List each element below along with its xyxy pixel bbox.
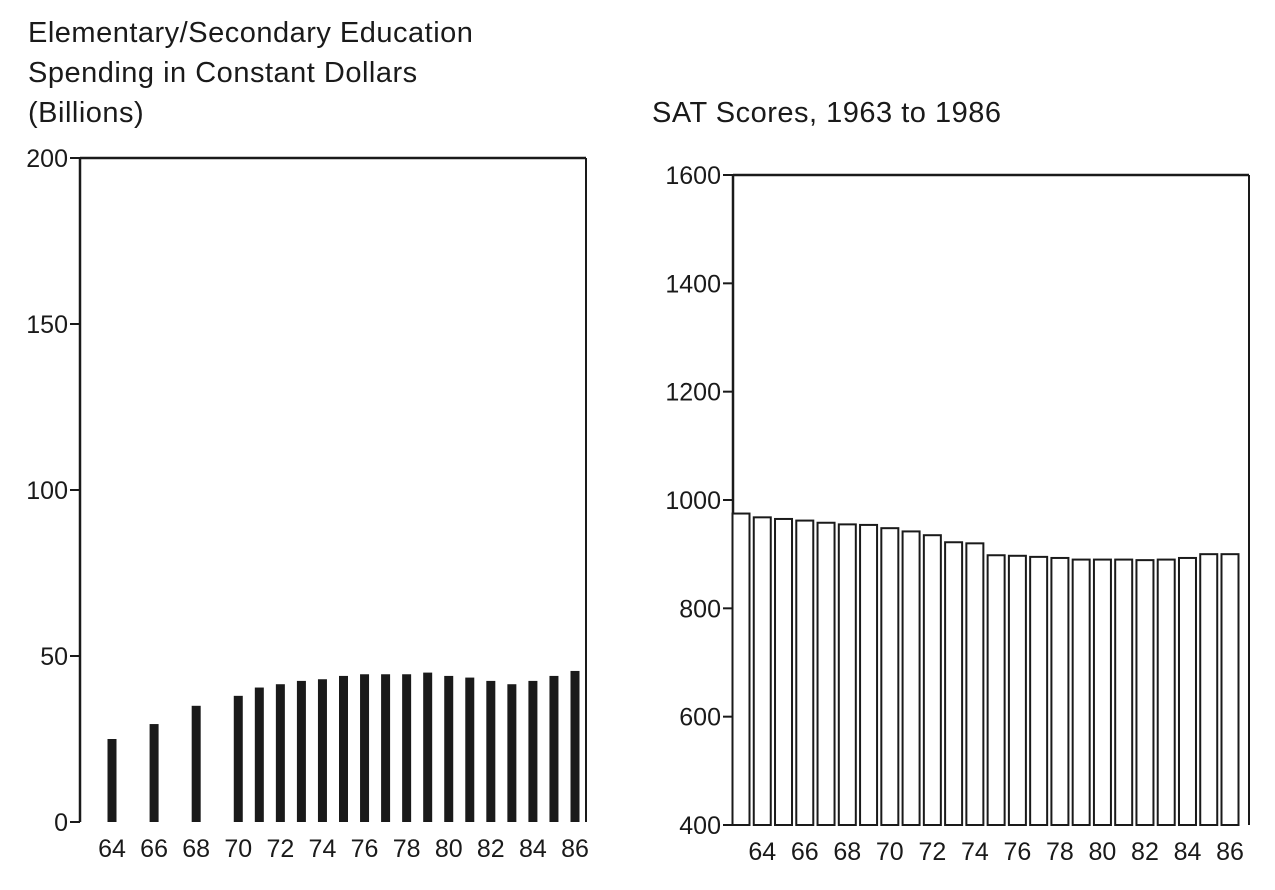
sat-xtick-label-66: 66 bbox=[791, 838, 819, 866]
spending-xtick-label-76: 76 bbox=[351, 835, 379, 863]
spending-title-line-1: Elementary/Secondary Education bbox=[28, 17, 473, 49]
sat-bar-65 bbox=[774, 517, 794, 826]
sat-bar-77 bbox=[1029, 555, 1049, 826]
spending-bar-73 bbox=[296, 680, 306, 822]
sat-xtick-label-68: 68 bbox=[833, 838, 861, 866]
spending-ytick-label-2: 100 bbox=[26, 477, 68, 505]
sat-xtick-label-78: 78 bbox=[1046, 838, 1074, 866]
sat-ytick-label-4: 1200 bbox=[665, 379, 721, 407]
sat-ytick-label-3: 1000 bbox=[665, 487, 721, 515]
spending-xtick-label-70: 70 bbox=[224, 835, 252, 863]
spending-ytick-label-1: 50 bbox=[40, 643, 68, 671]
spending-bar-85 bbox=[549, 675, 559, 822]
spending-title-line-3: (Billions) bbox=[28, 97, 144, 129]
spending-ytick-label-4: 200 bbox=[26, 145, 68, 173]
spending-chart: Elementary/Secondary Education Spending … bbox=[26, 17, 589, 863]
sat-bar-71 bbox=[901, 530, 921, 827]
sat-bar-72 bbox=[922, 534, 942, 826]
sat-bar-82 bbox=[1135, 559, 1155, 826]
sat-xtick-label-84: 84 bbox=[1174, 838, 1202, 866]
spending-xtick-label-86: 86 bbox=[561, 835, 589, 863]
spending-bar-75 bbox=[339, 675, 348, 822]
spending-xtick-label-80: 80 bbox=[435, 835, 463, 863]
spending-xtick-label-74: 74 bbox=[309, 835, 337, 863]
sat-bar-66 bbox=[795, 519, 815, 826]
sat-xtick-label-82: 82 bbox=[1131, 838, 1159, 866]
spending-bar-83 bbox=[507, 684, 517, 822]
sat-xtick-label-72: 72 bbox=[918, 838, 946, 866]
sat-ytick-label-0: 400 bbox=[679, 812, 721, 840]
sat-bar-64 bbox=[752, 516, 772, 826]
sat-bar-84 bbox=[1177, 556, 1197, 826]
spending-bar-77 bbox=[381, 674, 391, 822]
spending-bar-78 bbox=[402, 674, 412, 822]
sat-bar-86 bbox=[1220, 553, 1240, 827]
sat-bar-85 bbox=[1199, 553, 1219, 827]
spending-bar-84 bbox=[528, 680, 538, 822]
sat-bar-70 bbox=[880, 527, 900, 827]
spending-xtick-label-66: 66 bbox=[140, 835, 168, 863]
spending-xtick-label-78: 78 bbox=[393, 835, 421, 863]
spending-xtick-label-84: 84 bbox=[519, 835, 547, 863]
spending-bar-76 bbox=[360, 674, 370, 822]
spending-bar-86 bbox=[570, 670, 580, 822]
sat-xtick-label-76: 76 bbox=[1003, 838, 1031, 866]
spending-ytick-label-0: 0 bbox=[54, 809, 68, 837]
spending-bar-68 bbox=[191, 705, 201, 822]
sat-bar-67 bbox=[816, 521, 836, 826]
spending-bar-71 bbox=[254, 687, 264, 822]
sat-xtick-label-80: 80 bbox=[1089, 838, 1117, 866]
spending-bar-79 bbox=[423, 672, 433, 822]
sat-title: SAT Scores, 1963 to 1986 bbox=[652, 97, 1001, 129]
sat-xtick-label-70: 70 bbox=[876, 838, 904, 866]
sat-ytick-label-5: 1400 bbox=[665, 270, 721, 298]
sat-bar-79 bbox=[1071, 558, 1091, 826]
sat-bar-68 bbox=[837, 523, 857, 826]
sat-bar-63 bbox=[731, 512, 751, 827]
spending-xtick-label-68: 68 bbox=[182, 835, 210, 863]
sat-xtick-label-74: 74 bbox=[961, 838, 989, 866]
spending-bar-72 bbox=[275, 684, 285, 822]
sat-xtick-label-64: 64 bbox=[748, 838, 776, 866]
sat-bar-78 bbox=[1050, 556, 1070, 826]
spending-bar-81 bbox=[465, 677, 475, 822]
sat-chart: SAT Scores, 1963 to 1986 400 600 800 1000 12… bbox=[652, 97, 1250, 866]
sat-bar-83 bbox=[1156, 558, 1176, 826]
spending-title-line-2: Spending in Constant Dollars bbox=[28, 57, 418, 89]
sat-bar-80 bbox=[1092, 558, 1112, 826]
spending-xtick-label-82: 82 bbox=[477, 835, 505, 863]
sat-bar-74 bbox=[965, 542, 985, 826]
spending-xtick-label-64: 64 bbox=[98, 835, 126, 863]
spending-xtick-label-72: 72 bbox=[266, 835, 294, 863]
sat-ytick-label-2: 800 bbox=[679, 595, 721, 623]
sat-bar-75 bbox=[986, 554, 1006, 826]
sat-xtick-label-86: 86 bbox=[1216, 838, 1244, 866]
spending-bar-80 bbox=[444, 675, 454, 822]
spending-ytick-label-3: 150 bbox=[26, 311, 68, 339]
spending-bar-70 bbox=[233, 695, 243, 822]
sat-bar-73 bbox=[944, 541, 964, 826]
spending-bar-74 bbox=[317, 679, 327, 822]
sat-ytick-label-6: 1600 bbox=[665, 162, 721, 190]
sat-bar-81 bbox=[1114, 558, 1134, 826]
spending-bar-64 bbox=[107, 739, 117, 822]
sat-bar-76 bbox=[1007, 554, 1027, 827]
sat-ytick-label-1: 600 bbox=[679, 704, 721, 732]
spending-bar-82 bbox=[486, 680, 496, 822]
sat-bar-69 bbox=[859, 523, 879, 827]
spending-bar-66 bbox=[149, 724, 159, 822]
